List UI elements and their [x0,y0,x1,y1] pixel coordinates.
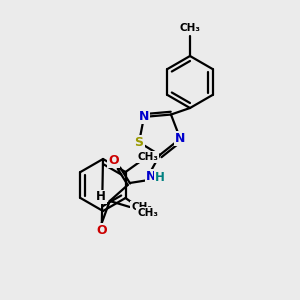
Text: N: N [175,132,185,145]
Text: CH₃: CH₃ [179,23,200,33]
Text: H: H [96,190,106,203]
Text: O: O [97,224,107,238]
Text: O: O [109,154,119,167]
Text: CH₃: CH₃ [137,208,158,218]
Text: S: S [135,136,144,149]
Text: N: N [139,110,149,123]
Text: CH₃: CH₃ [137,152,158,162]
Text: CH₃: CH₃ [131,202,152,212]
Text: H: H [155,172,165,184]
Text: N: N [146,170,156,184]
